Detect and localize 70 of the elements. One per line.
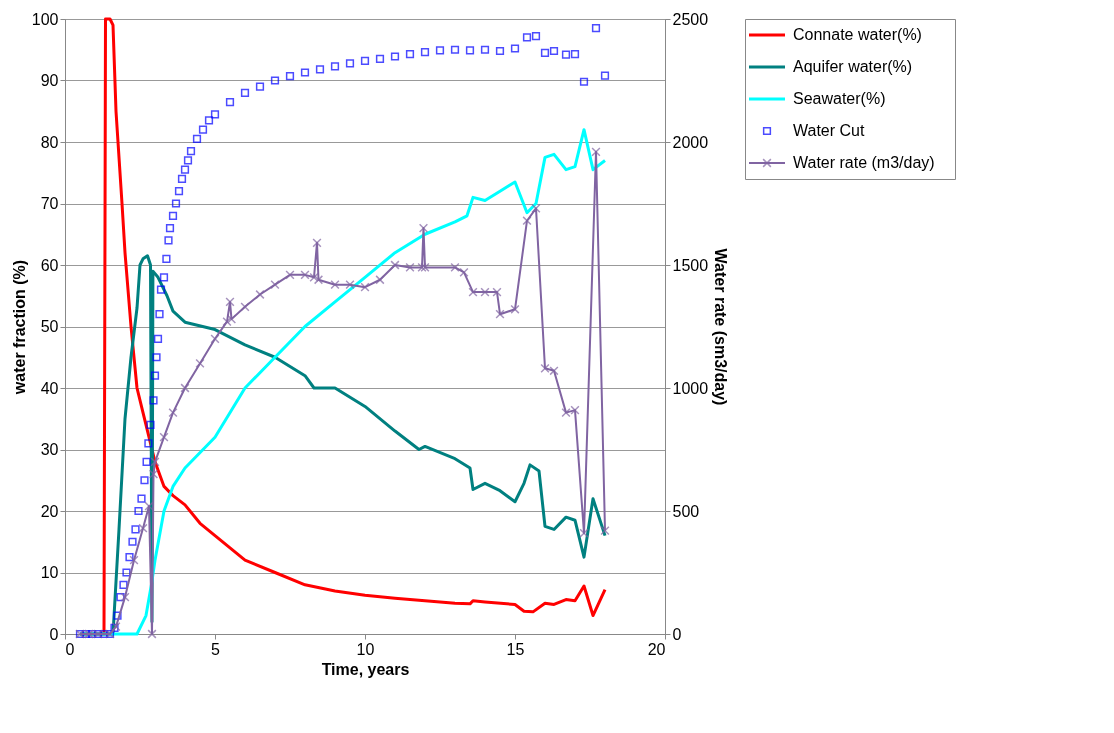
point bbox=[225, 297, 235, 307]
point bbox=[495, 309, 505, 319]
legend-label: Aquifer water(%) bbox=[793, 58, 913, 75]
point bbox=[522, 216, 532, 226]
x-tick-label: 15 bbox=[506, 640, 525, 658]
point bbox=[418, 223, 429, 233]
point bbox=[120, 592, 130, 602]
point bbox=[240, 302, 250, 312]
point bbox=[138, 523, 148, 533]
point bbox=[255, 289, 265, 300]
y2-tick-label: 2000 bbox=[672, 133, 709, 151]
point bbox=[180, 383, 190, 393]
y2-tick-label: 2500 bbox=[672, 10, 709, 28]
point bbox=[226, 314, 237, 324]
x-tick-label: 10 bbox=[356, 640, 375, 658]
legend-label: Connate water(%) bbox=[793, 26, 922, 43]
point bbox=[531, 203, 541, 214]
point bbox=[480, 287, 490, 297]
x-tick-label: 0 bbox=[65, 640, 75, 658]
point bbox=[270, 280, 280, 290]
point bbox=[144, 501, 154, 511]
y2-tick-label: 1000 bbox=[672, 379, 709, 397]
y2-tick-label: 1500 bbox=[672, 256, 709, 274]
y-tick-label: 50 bbox=[40, 318, 59, 335]
point bbox=[345, 280, 355, 290]
point bbox=[468, 287, 478, 297]
point bbox=[579, 528, 589, 538]
x-tick-label: 5 bbox=[211, 640, 221, 658]
point bbox=[450, 262, 460, 273]
point bbox=[405, 262, 415, 273]
y-tick-label: 80 bbox=[40, 133, 59, 151]
y-tick-label: 10 bbox=[40, 564, 59, 581]
y-tick-label: 60 bbox=[40, 256, 59, 274]
x-tick-label: 20 bbox=[647, 640, 666, 658]
point bbox=[360, 282, 370, 292]
point bbox=[195, 358, 205, 369]
y2-tick-label: 0 bbox=[672, 625, 682, 643]
point bbox=[159, 432, 169, 442]
point bbox=[285, 270, 295, 280]
point bbox=[129, 555, 139, 565]
point bbox=[375, 275, 385, 285]
y-tick-label: 20 bbox=[40, 502, 59, 520]
x-axis-title: Time, years bbox=[321, 660, 410, 678]
point bbox=[148, 469, 159, 479]
point bbox=[222, 316, 232, 327]
point bbox=[459, 267, 469, 277]
y-tick-label: 0 bbox=[49, 625, 59, 643]
point bbox=[313, 275, 324, 285]
point bbox=[210, 334, 220, 344]
y-tick-label: 100 bbox=[31, 10, 59, 28]
y-axis-title: water fraction (%) bbox=[10, 259, 28, 396]
point bbox=[330, 280, 340, 290]
y2-tick-label: 500 bbox=[672, 502, 700, 520]
y-tick-label: 30 bbox=[40, 441, 59, 458]
y-tick-label: 40 bbox=[40, 379, 59, 397]
point bbox=[312, 238, 322, 248]
legend-label: Seawater(%) bbox=[793, 90, 886, 107]
y-tick-label: 70 bbox=[40, 195, 59, 212]
point bbox=[150, 457, 160, 467]
point bbox=[492, 287, 502, 297]
legend-label: Water rate (m3/day) bbox=[793, 154, 935, 171]
point bbox=[168, 407, 178, 418]
y-tick-label: 90 bbox=[40, 72, 59, 89]
y2-axis-title: Water rate (sm3/day) bbox=[712, 248, 730, 406]
point bbox=[147, 629, 157, 639]
point bbox=[390, 260, 400, 270]
point bbox=[600, 526, 610, 536]
point bbox=[510, 304, 520, 314]
legend-label: Water Cut bbox=[793, 122, 865, 139]
point bbox=[591, 147, 601, 157]
